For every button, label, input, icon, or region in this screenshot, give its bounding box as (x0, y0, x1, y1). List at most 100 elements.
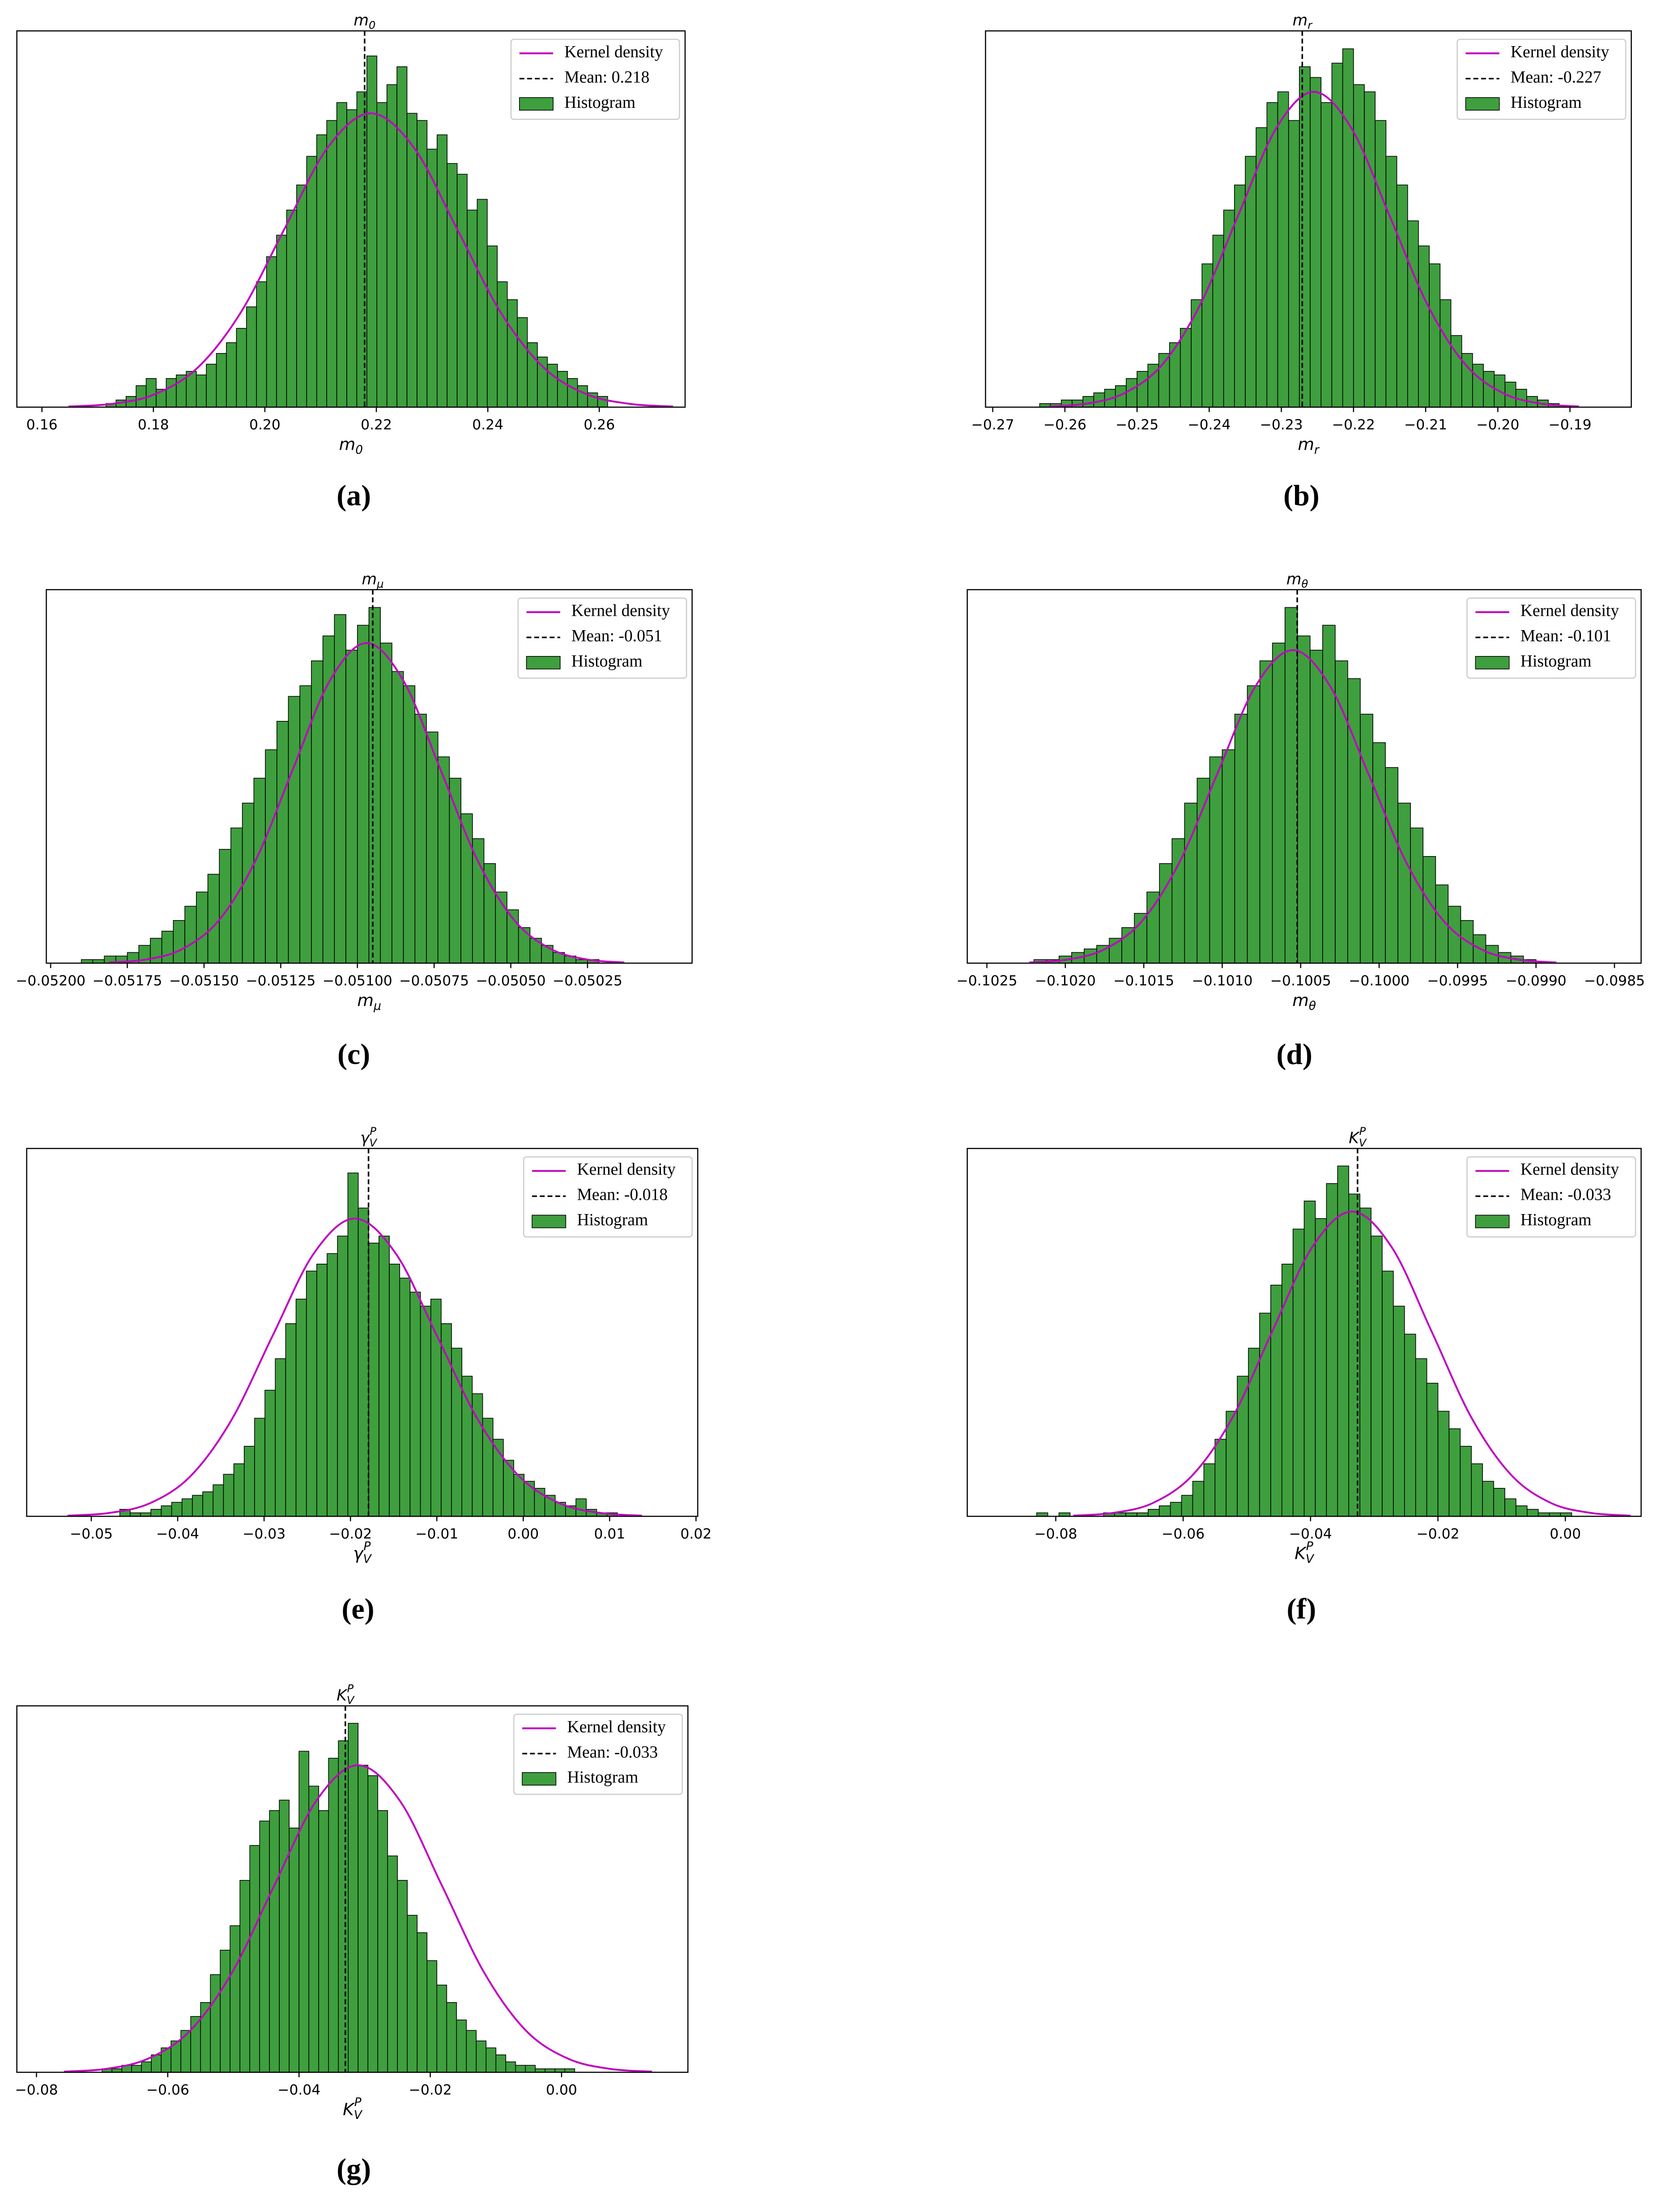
histogram-bar (213, 1484, 224, 1517)
legend-label: Histogram (1520, 1210, 1592, 1229)
histogram-bar (1364, 91, 1376, 407)
histogram-bar (441, 1323, 452, 1517)
histogram-bar (403, 685, 416, 963)
x-axis-label-sub: V (354, 2108, 363, 2122)
x-tick-label: −0.06 (146, 2082, 189, 2098)
x-tick-label: −0.23 (1260, 417, 1303, 433)
legend-label: Mean: 0.218 (564, 68, 649, 86)
x-axis-label-sub: V (1306, 1552, 1315, 1566)
legend-label: Mean: -0.101 (1520, 627, 1611, 645)
histogram-bar (1212, 234, 1224, 407)
histogram-bar (202, 1491, 214, 1517)
histogram-bar (1415, 1358, 1427, 1517)
histogram-bar (296, 184, 307, 407)
histogram-bar (166, 378, 177, 407)
histogram-bar (306, 1270, 317, 1517)
x-tick-label: −0.26 (1043, 417, 1086, 433)
histogram-bar (299, 685, 312, 963)
x-tick-label: −0.01 (415, 1526, 458, 1542)
histogram-bar (276, 721, 289, 963)
x-tick-label: −0.27 (971, 417, 1014, 433)
panel-title-sub: 0 (369, 19, 375, 31)
legend-label: Histogram (567, 1768, 639, 1787)
x-axis-label-base: K (343, 2099, 355, 2119)
histogram-bar (1223, 209, 1235, 407)
x-axis-label-base: K (1295, 1543, 1307, 1563)
histogram-bar (265, 749, 277, 963)
histogram-bar (326, 120, 337, 407)
histogram-bar (1326, 1183, 1338, 1517)
histogram-bar (338, 1740, 349, 2072)
x-axis-label-sub: θ (1309, 999, 1316, 1013)
x-tick-label: −0.05150 (169, 973, 239, 989)
histogram-bar (264, 1389, 276, 1517)
histogram-bar (337, 1236, 349, 1517)
legend-label: Mean: -0.033 (1520, 1185, 1611, 1204)
histogram-bar (322, 635, 335, 963)
histogram-bar (1331, 63, 1343, 407)
histogram-bar (1222, 749, 1235, 963)
legend-label: Mean: -0.018 (577, 1185, 668, 1204)
axes-frame (26, 1148, 698, 1517)
histogram-bar (276, 234, 287, 407)
panel-title: m0 (353, 12, 375, 32)
histogram-bar (357, 625, 370, 963)
legend-label: Kernel density (1520, 601, 1619, 620)
histogram-bar (1372, 742, 1386, 963)
histogram-bar (216, 353, 227, 407)
histogram-bar (1259, 660, 1273, 963)
histogram-bar (1448, 1428, 1461, 1517)
histogram-bar (1297, 635, 1311, 963)
histogram-bar (1429, 263, 1441, 407)
panel-title-base: m (362, 570, 377, 588)
x-tick-label: −0.06 (1162, 1526, 1205, 1542)
histogram-bar (426, 1960, 438, 2072)
histogram-bar (406, 113, 417, 407)
x-axis-label-base: m (1292, 990, 1309, 1010)
kde-line (64, 1764, 652, 2072)
histogram-bar (1493, 1487, 1505, 1517)
x-axis-label-base: m (357, 990, 374, 1010)
panel-title-base: m (1286, 570, 1302, 588)
panel-title-sub: θ (1301, 578, 1308, 590)
legend-label: Kernel density (577, 1160, 676, 1179)
histogram-bar (328, 1758, 339, 2072)
x-tick-label: −0.20 (1476, 417, 1519, 433)
histogram-bar (1482, 1481, 1494, 1517)
histogram-bar (136, 385, 147, 407)
histogram-bar (485, 2047, 497, 2072)
histogram-bar (525, 2065, 536, 2072)
histogram-bar (306, 156, 317, 407)
x-tick-label: −0.05175 (93, 973, 162, 989)
histogram-bar (334, 614, 346, 963)
histogram-bar (1359, 1207, 1371, 1517)
x-axis-label: mr (1298, 434, 1320, 456)
histogram-bar (145, 378, 157, 407)
histogram-bar (131, 2065, 142, 2072)
histogram-bar (1404, 1334, 1416, 1517)
histogram-bar (1337, 1165, 1350, 1517)
histogram-bar (1527, 1509, 1539, 1517)
panel-title: γVP (360, 1125, 377, 1149)
x-tick-label: −0.05050 (476, 973, 546, 989)
histogram-bar (253, 778, 266, 963)
plot-area (67, 1172, 642, 1517)
panel-title: mθ (1286, 570, 1308, 590)
histogram-bar (451, 1347, 463, 1517)
histogram-bar (1109, 938, 1122, 963)
axes-frame (16, 30, 686, 408)
histogram-bar (414, 714, 427, 963)
histogram-bar (196, 374, 207, 407)
histogram-bar (286, 209, 297, 407)
histogram-bar (517, 317, 528, 407)
legend-label: Mean: -0.051 (571, 627, 662, 645)
histogram-bar (407, 1915, 418, 2072)
histogram-bar (345, 650, 358, 963)
histogram-bar (295, 1299, 307, 1517)
histogram-bar (1226, 1411, 1238, 1517)
histogram-bar (236, 328, 247, 407)
histogram-bar (389, 1263, 400, 1517)
histogram-bar (1348, 1193, 1360, 1517)
histogram-bar (515, 2065, 526, 2072)
x-tick-label: −0.1010 (1192, 973, 1252, 989)
